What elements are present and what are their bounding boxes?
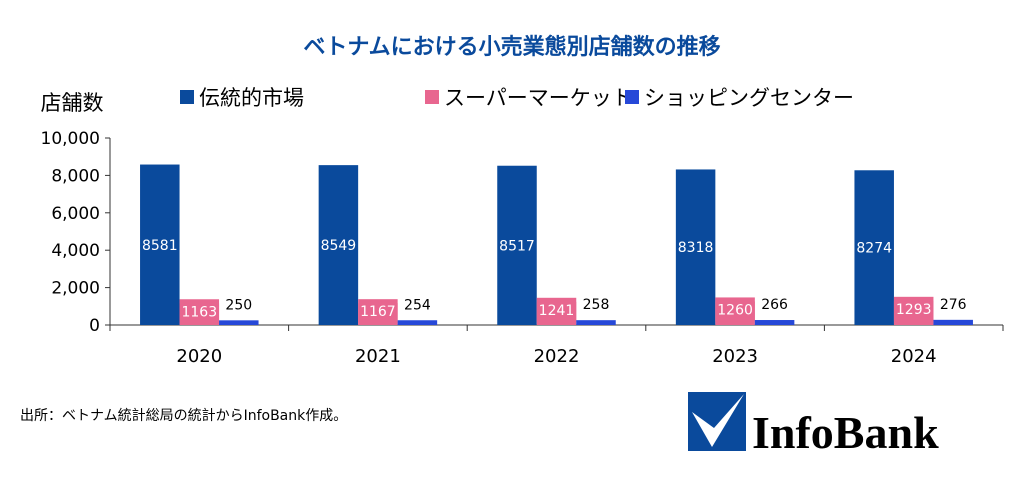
x-tick-label: 2022 <box>534 346 580 367</box>
y-tick-label: 8,000 <box>51 166 100 186</box>
data-label-box <box>893 296 934 321</box>
bar-1 <box>140 164 180 325</box>
legend-label: 伝統的市場 <box>199 86 304 110</box>
data-label: 250 <box>225 297 252 313</box>
data-label: 8517 <box>499 238 535 254</box>
y-tick-label: 2,000 <box>51 279 100 299</box>
data-label: 1260 <box>717 302 753 318</box>
data-label: 1163 <box>181 304 217 320</box>
data-label-box <box>179 299 220 324</box>
legend-swatch <box>180 90 194 104</box>
bar-3 <box>397 320 438 325</box>
legend-swatch <box>425 90 439 104</box>
data-label: 1293 <box>896 302 932 318</box>
chart-title: ベトナムにおける小売業態別店舗数の推移 <box>303 34 720 60</box>
bar-3 <box>576 320 616 325</box>
x-tick-label: 2024 <box>891 346 937 367</box>
data-label: 8274 <box>856 241 892 257</box>
bar-3 <box>219 320 259 325</box>
x-tick-label: 2021 <box>355 346 401 367</box>
data-label: 8581 <box>142 238 178 254</box>
bar-1 <box>318 165 359 325</box>
data-label: 1167 <box>360 304 396 320</box>
logo-mark <box>688 392 746 451</box>
x-tick-label: 2023 <box>712 346 758 367</box>
data-label: 8318 <box>678 240 714 256</box>
y-tick-label: 6,000 <box>51 204 100 224</box>
legend-label: ショッピングセンター <box>644 86 854 110</box>
source-note: 出所：ベトナム統計総局の統計からInfoBank作成。 <box>20 408 347 424</box>
data-label: 1241 <box>539 303 575 319</box>
bar-3 <box>933 319 973 325</box>
legend-swatch <box>625 90 639 104</box>
data-label: 258 <box>583 297 610 313</box>
data-label: 254 <box>404 297 431 313</box>
data-label-box <box>536 297 577 322</box>
y-tick-label: 10,000 <box>41 129 100 149</box>
bar-1 <box>854 170 894 325</box>
y-axis-label: 店舗数 <box>41 91 104 115</box>
data-label: 8549 <box>321 238 357 254</box>
data-label: 266 <box>761 297 788 313</box>
x-tick-label: 2020 <box>176 346 222 367</box>
data-label: 276 <box>940 297 967 313</box>
logo-text: InfoBank <box>752 407 939 458</box>
bar-1 <box>497 165 537 325</box>
data-label-box <box>358 299 398 324</box>
y-tick-label: 4,000 <box>51 241 100 261</box>
legend-label: スーパーマーケット <box>444 86 633 110</box>
y-tick-label: 0 <box>89 316 100 336</box>
bar-1 <box>675 169 716 325</box>
bar-3 <box>754 320 795 325</box>
check-icon <box>692 394 744 447</box>
data-label-box <box>715 297 755 322</box>
